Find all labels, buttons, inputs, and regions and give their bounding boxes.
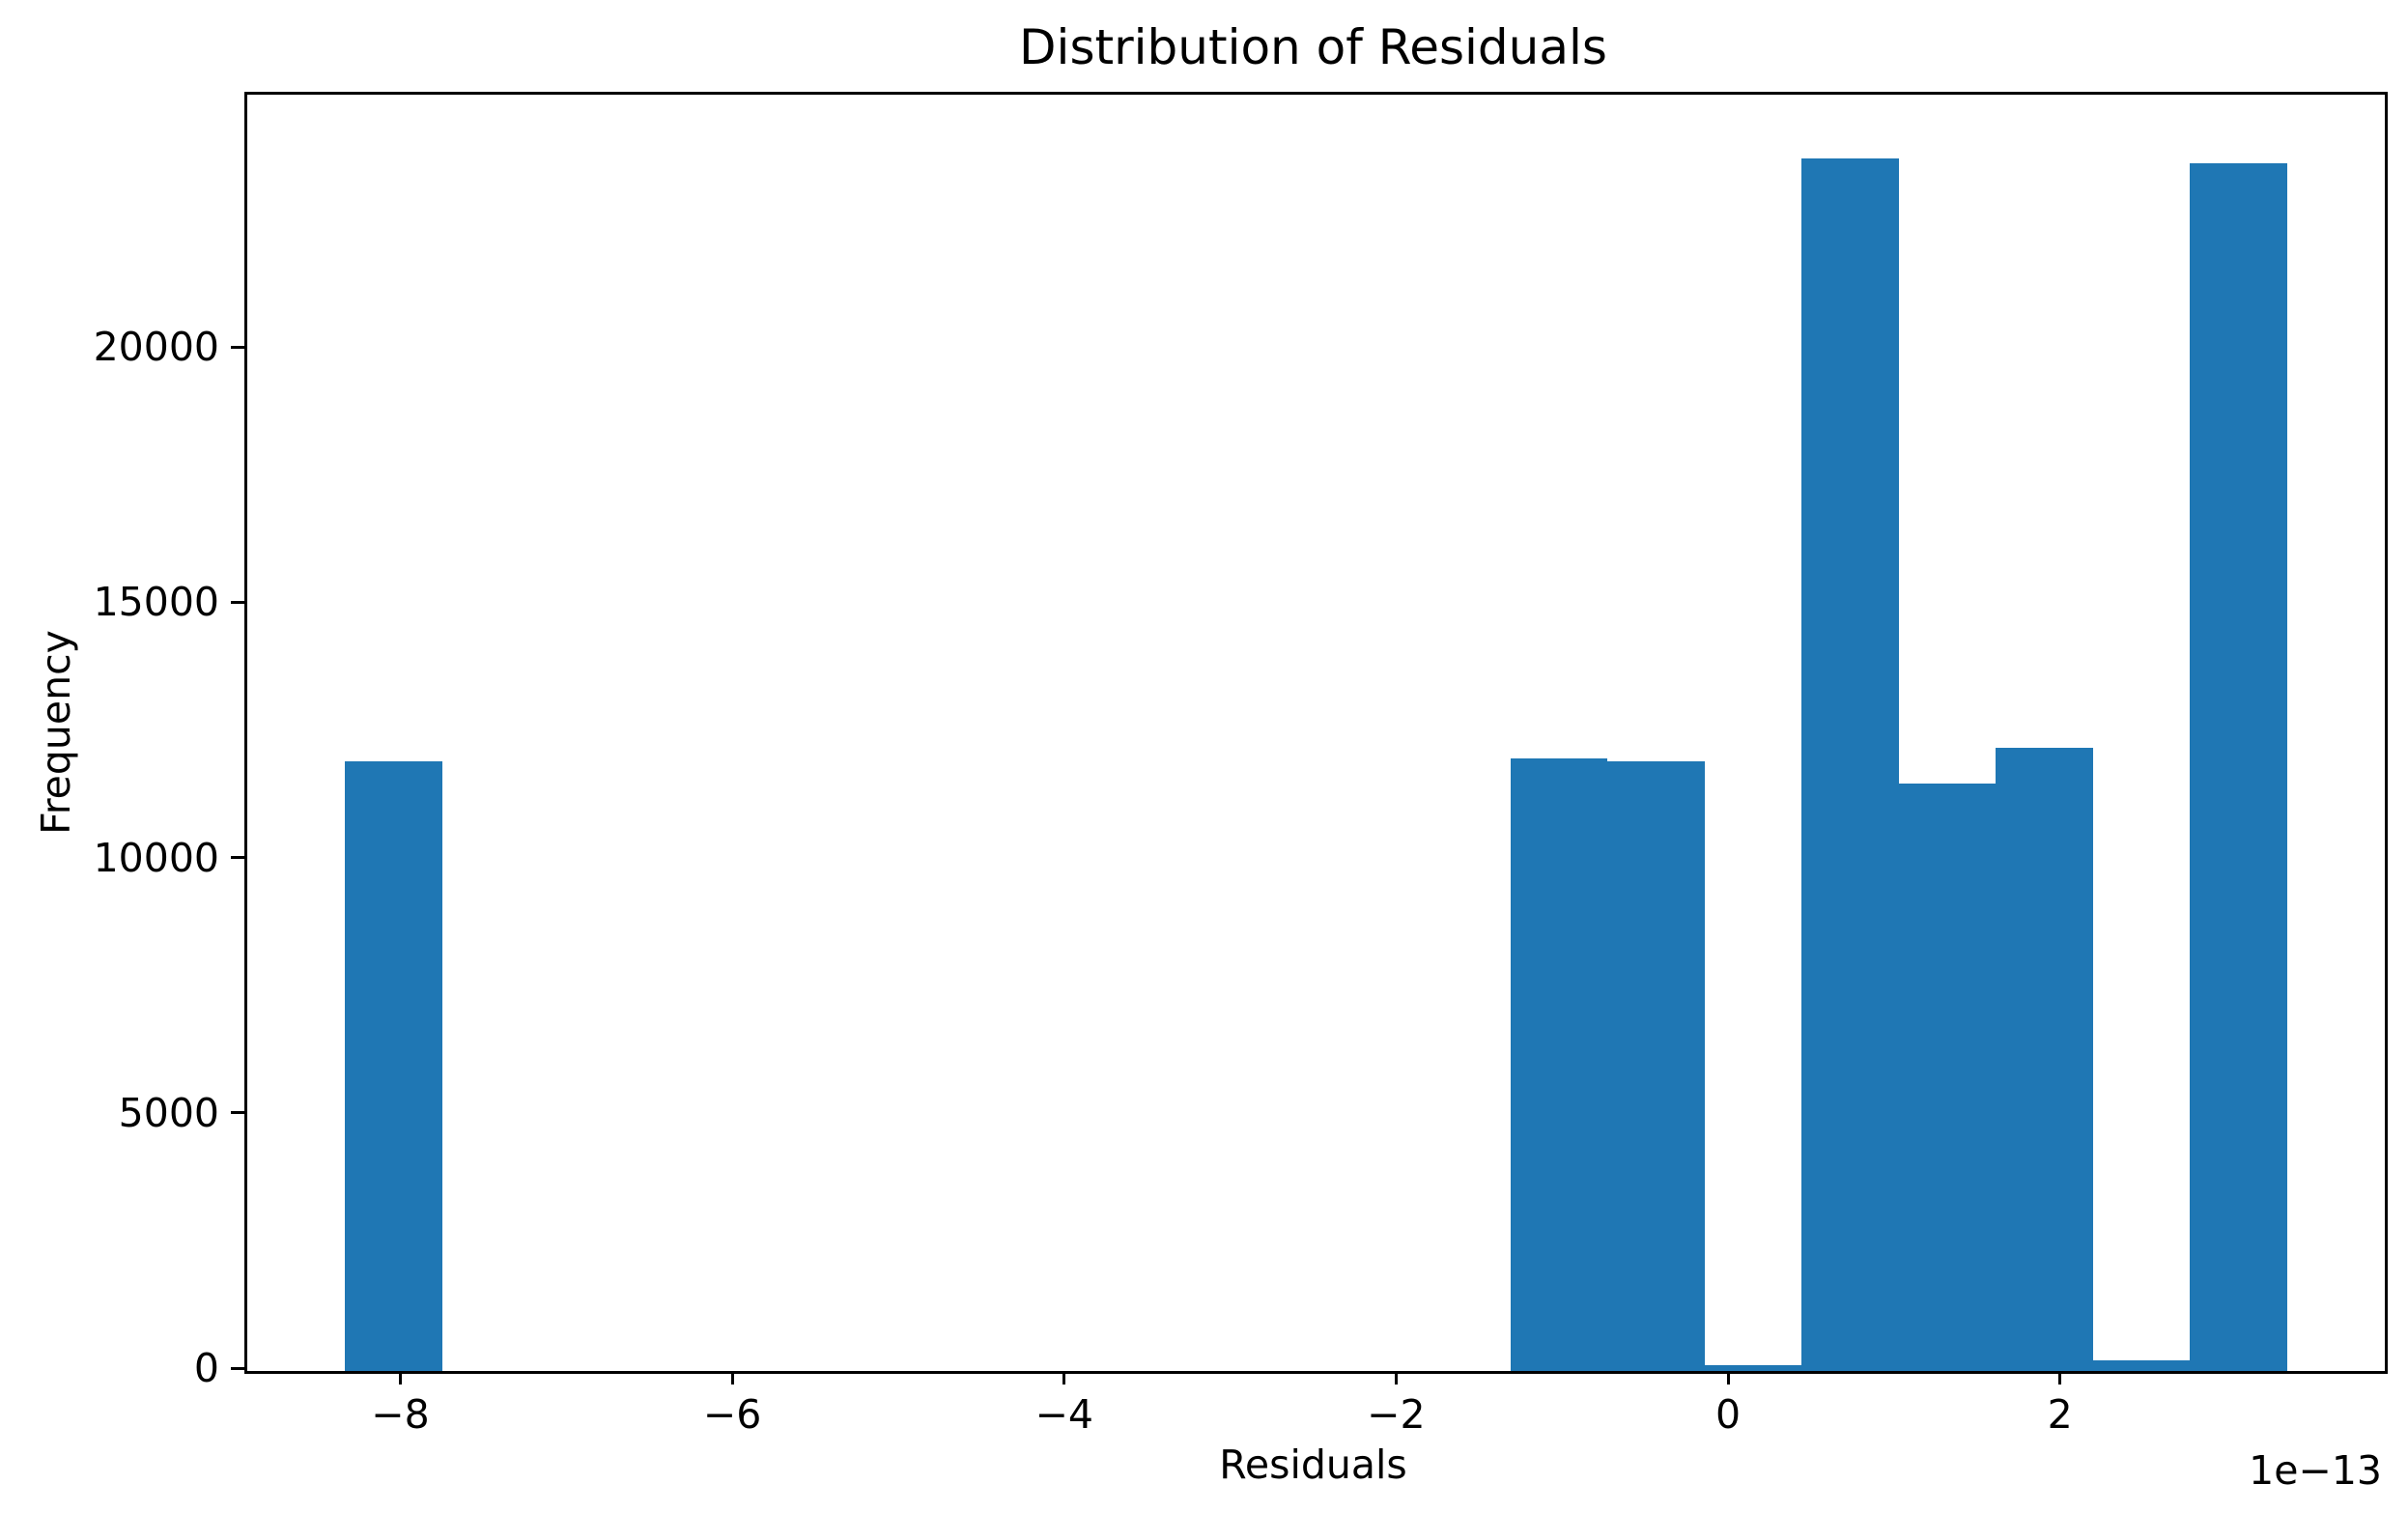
histogram-bar	[2092, 1360, 2191, 1371]
x-axis-label: Residuals	[1219, 1442, 1407, 1488]
y-tick-label: 15000	[93, 579, 219, 626]
x-tick-mark	[399, 1371, 402, 1385]
y-tick-label: 20000	[93, 324, 219, 371]
histogram-bar	[1801, 158, 1899, 1371]
x-tick-mark	[730, 1371, 734, 1385]
y-tick-mark	[231, 345, 244, 349]
x-tick-mark	[1394, 1371, 1398, 1385]
histogram-bar	[1996, 748, 2093, 1371]
histogram-bar	[345, 760, 442, 1371]
y-tick-label: 5000	[118, 1089, 219, 1136]
y-tick-label: 0	[193, 1345, 219, 1391]
histogram-bar	[1607, 761, 1705, 1371]
x-tick-mark	[1726, 1371, 1730, 1385]
histogram-bar	[1898, 784, 1997, 1371]
x-tick-mark	[2058, 1371, 2062, 1385]
x-tick-label: 2	[2047, 1391, 2073, 1438]
plot-area	[244, 92, 2388, 1374]
histogram-bar	[1510, 757, 1607, 1371]
y-axis-label: Frequency	[33, 630, 79, 835]
x-tick-label: −4	[1034, 1391, 1094, 1438]
x-tick-label: −8	[371, 1391, 430, 1438]
x-tick-label: 0	[1714, 1391, 1742, 1438]
y-tick-mark	[231, 600, 244, 604]
histogram-bars-layer	[247, 95, 2385, 1371]
x-tick-label: −6	[702, 1391, 762, 1438]
chart-title: Distribution of Residuals	[1019, 19, 1607, 75]
x-tick-mark	[1062, 1371, 1066, 1385]
y-tick-mark	[231, 856, 244, 860]
x-axis-offset-text: 1e−13	[2249, 1447, 2382, 1494]
histogram-bar	[1704, 1364, 1802, 1371]
y-tick-label: 10000	[93, 834, 219, 881]
y-tick-mark	[231, 1366, 244, 1370]
y-tick-mark	[231, 1111, 244, 1115]
histogram-bar	[2190, 163, 2287, 1371]
x-tick-label: −2	[1367, 1391, 1426, 1438]
